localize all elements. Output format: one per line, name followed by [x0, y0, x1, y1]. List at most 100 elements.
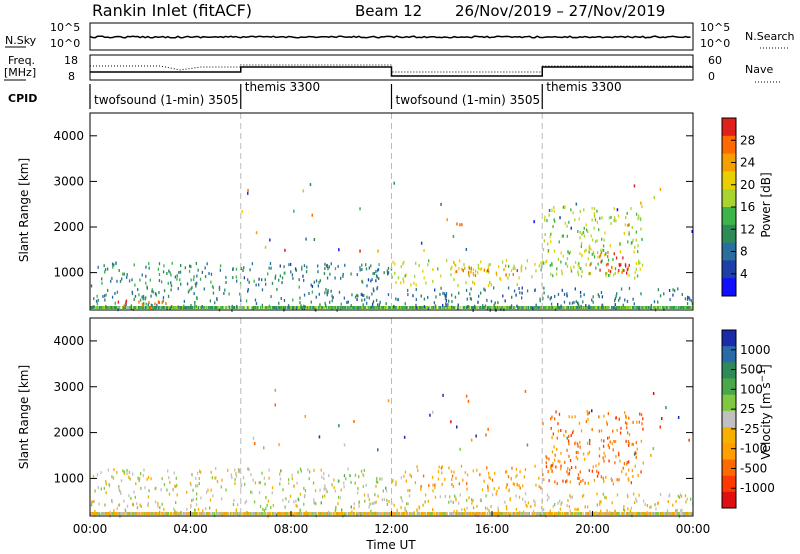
- colorbar-frame: [721, 329, 737, 509]
- range-cell: [250, 473, 252, 477]
- range-cell: [264, 245, 267, 249]
- range-cell: [234, 512, 237, 515]
- range-cell: [568, 306, 570, 309]
- range-cell: [654, 306, 656, 309]
- range-cell: [177, 305, 179, 309]
- range-cell: [274, 306, 276, 309]
- range-cell: [218, 306, 220, 309]
- range-cell: [314, 512, 316, 515]
- range-cell: [428, 484, 430, 488]
- range-cell: [546, 493, 549, 497]
- range-cell: [596, 492, 598, 496]
- range-cell: [131, 290, 133, 294]
- range-cell: [279, 472, 281, 476]
- cpid-label: CPID: [8, 92, 37, 105]
- range-cell: [137, 306, 139, 309]
- range-cell: [303, 304, 305, 308]
- range-cell: [238, 469, 241, 472]
- range-cell: [311, 512, 314, 515]
- range-cell: [593, 478, 596, 482]
- range-cell: [303, 264, 306, 268]
- range-cell: [100, 471, 102, 475]
- range-cell: [520, 269, 523, 273]
- range-cell: [254, 442, 256, 445]
- range-cell: [247, 188, 249, 192]
- range-cell: [605, 496, 607, 500]
- range-cell: [628, 433, 631, 437]
- range-cell: [635, 212, 638, 216]
- range-cell: [273, 306, 275, 309]
- range-cell: [215, 306, 217, 309]
- range-cell: [402, 306, 404, 309]
- range-cell: [101, 277, 103, 281]
- range-cell: [597, 293, 600, 297]
- range-cell: [549, 465, 552, 469]
- range-cell: [348, 512, 350, 515]
- cpid-segment-label: themis 3300: [245, 80, 320, 94]
- range-cell: [586, 512, 588, 515]
- range-cell: [429, 306, 431, 309]
- range-cell: [581, 270, 583, 274]
- range-cell: [186, 306, 188, 309]
- range-cell: [362, 280, 364, 284]
- range-cell: [394, 512, 396, 515]
- range-cell: [482, 512, 484, 515]
- range-cell: [118, 306, 120, 309]
- range-cell: [668, 512, 670, 515]
- range-cell: [472, 512, 474, 515]
- range-cell: [425, 306, 427, 309]
- range-cell: [172, 306, 174, 309]
- range-cell: [234, 478, 236, 482]
- range-cell: [367, 278, 370, 282]
- range-cell: [255, 283, 257, 287]
- range-cell: [561, 501, 563, 505]
- range-cell: [635, 238, 637, 242]
- range-cell: [668, 289, 671, 292]
- range-cell: [449, 306, 451, 309]
- range-cell: [596, 474, 599, 478]
- range-cell: [311, 306, 313, 309]
- range-cell: [440, 274, 442, 278]
- range-cell: [196, 274, 198, 278]
- range-cell: [558, 240, 560, 244]
- range-cell: [600, 475, 603, 479]
- range-cell: [107, 267, 109, 271]
- range-cell: [113, 306, 115, 309]
- range-cell: [199, 306, 201, 309]
- range-cell: [219, 268, 222, 272]
- range-cell: [209, 512, 211, 515]
- range-cell: [163, 264, 165, 268]
- range-cell: [220, 512, 222, 515]
- range-cell: [284, 306, 286, 309]
- range-cell: [579, 252, 581, 256]
- range-cell: [564, 460, 566, 464]
- range-cell: [192, 512, 194, 515]
- range-cell: [268, 468, 270, 472]
- range-cell: [653, 512, 655, 515]
- range-cell: [224, 288, 226, 292]
- range-cell: [162, 306, 164, 309]
- range-cell: [439, 512, 441, 515]
- range-cell: [667, 306, 669, 309]
- range-cell: [454, 270, 457, 274]
- range-cell: [341, 306, 343, 309]
- range-cell: [150, 512, 152, 515]
- range-cell: [631, 512, 633, 515]
- range-cell: [447, 303, 449, 307]
- range-cell: [197, 484, 199, 488]
- range-cell: [396, 508, 398, 512]
- range-cell: [117, 503, 120, 507]
- range-cell: [494, 306, 496, 309]
- range-cell: [92, 500, 94, 504]
- range-cell: [228, 292, 230, 296]
- range-cell: [432, 306, 434, 309]
- range-cell: [626, 271, 628, 275]
- range-cell: [617, 214, 620, 218]
- range-cell: [614, 267, 617, 271]
- range-cell: [376, 512, 378, 515]
- range-cell: [464, 510, 467, 514]
- range-cell: [311, 306, 314, 309]
- range-cell: [281, 276, 284, 280]
- range-cell: [158, 306, 160, 309]
